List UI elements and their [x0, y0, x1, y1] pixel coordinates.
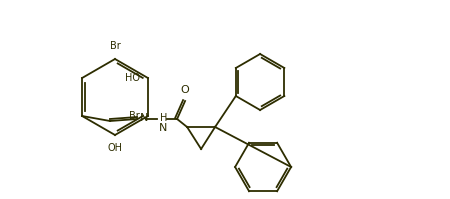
- Text: N: N: [140, 113, 148, 123]
- Text: Br: Br: [129, 111, 140, 121]
- Text: OH: OH: [108, 143, 122, 153]
- Text: Br: Br: [110, 41, 121, 51]
- Text: HO: HO: [125, 73, 140, 83]
- Text: H: H: [160, 113, 167, 123]
- Text: N: N: [159, 123, 167, 133]
- Text: O: O: [181, 85, 189, 95]
